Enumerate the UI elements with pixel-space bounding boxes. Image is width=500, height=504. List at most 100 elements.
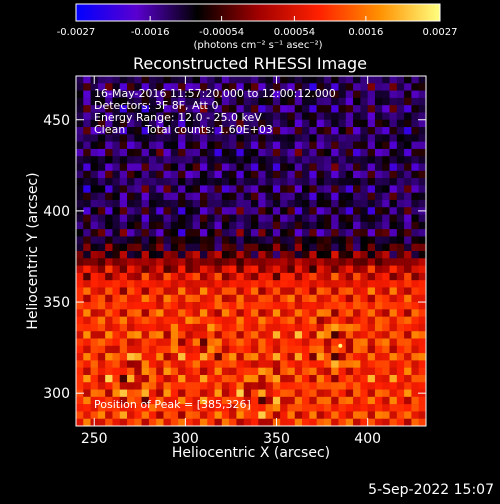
heatmap-cell xyxy=(258,323,266,332)
heatmap-cell xyxy=(396,185,405,193)
heatmap-cell xyxy=(418,163,427,172)
heatmap-cell xyxy=(258,134,266,142)
heatmap-cell xyxy=(83,156,91,164)
heatmap-cell xyxy=(280,236,288,245)
heatmap-cell xyxy=(199,221,208,230)
heatmap-cell xyxy=(353,134,361,142)
heatmap-cell xyxy=(360,97,368,106)
heatmap-cell xyxy=(251,418,259,427)
heatmap-cell xyxy=(134,345,142,354)
heatmap-cell xyxy=(360,287,368,296)
heatmap-cell xyxy=(236,119,245,128)
heatmap-cell xyxy=(353,163,361,172)
heatmap-cell xyxy=(97,112,106,121)
heatmap-cell xyxy=(374,367,383,376)
heatmap-cell xyxy=(170,229,179,237)
heatmap-cell xyxy=(127,360,135,368)
heatmap-cell xyxy=(404,418,412,427)
heatmap-cell xyxy=(192,221,201,230)
heatmap-cell xyxy=(229,316,237,325)
heatmap-cell xyxy=(404,338,412,347)
heatmap-cell xyxy=(90,185,99,193)
heatmap-cell xyxy=(119,302,128,310)
heatmap-cell xyxy=(287,396,296,405)
heatmap-cell xyxy=(97,404,106,412)
heatmap-cell xyxy=(382,418,390,427)
heatmap-cell xyxy=(214,382,223,390)
heatmap-cell xyxy=(280,382,288,390)
heatmap-cell xyxy=(134,280,142,288)
heatmap-cell xyxy=(112,243,121,252)
heatmap-cell xyxy=(105,178,113,186)
heatmap-cell xyxy=(294,163,303,172)
heatmap-cell xyxy=(258,367,266,376)
heatmap-cell xyxy=(302,127,310,135)
heatmap-cell xyxy=(411,192,420,201)
heatmap-cell xyxy=(192,90,201,99)
heatmap-cell xyxy=(207,294,215,303)
heatmap-cell xyxy=(331,141,339,150)
heatmap-cell xyxy=(141,221,150,230)
heatmap-cell xyxy=(374,345,383,354)
heatmap-cell xyxy=(382,302,390,310)
heatmap-cell xyxy=(353,251,361,259)
heatmap-cell xyxy=(185,338,193,347)
heatmap-cell xyxy=(367,97,376,106)
heatmap-cell xyxy=(243,83,252,91)
heatmap-cell xyxy=(134,287,142,296)
heatmap-cell xyxy=(353,207,361,215)
heatmap-cell xyxy=(294,382,303,390)
heatmap-cell xyxy=(163,272,172,281)
heatmap-cell xyxy=(178,105,186,113)
heatmap-cell xyxy=(134,207,142,215)
heatmap-cell xyxy=(353,156,361,164)
heatmap-cell xyxy=(338,418,347,427)
heatmap-cell xyxy=(280,229,288,237)
heatmap-cell xyxy=(214,192,223,201)
heatmap-cell xyxy=(345,418,354,427)
heatmap-cell xyxy=(178,199,186,208)
heatmap-cell xyxy=(360,163,368,172)
heatmap-cell xyxy=(323,178,332,186)
heatmap-cell xyxy=(105,265,113,274)
heatmap-cell xyxy=(214,119,223,128)
heatmap-cell xyxy=(119,141,128,150)
heatmap-cell xyxy=(185,105,193,113)
heatmap-cell xyxy=(367,374,376,383)
heatmap-cell xyxy=(367,411,376,420)
heatmap-cell xyxy=(170,192,179,201)
heatmap-cell xyxy=(316,396,325,405)
heatmap-cell xyxy=(272,112,281,121)
heatmap-cell xyxy=(141,148,150,157)
heatmap-cell xyxy=(112,199,121,208)
heatmap-cell xyxy=(331,163,339,172)
heatmap-cell xyxy=(156,345,164,354)
heatmap-cell xyxy=(119,294,128,303)
heatmap-cell xyxy=(170,178,179,186)
heatmap-cell xyxy=(411,265,420,274)
heatmap-cell xyxy=(148,192,157,201)
heatmap-cell xyxy=(251,316,259,325)
heatmap-cell xyxy=(302,243,310,252)
heatmap-cell xyxy=(265,163,274,172)
heatmap-cell xyxy=(134,331,142,339)
heatmap-cell xyxy=(272,302,281,310)
heatmap-cell xyxy=(272,345,281,354)
heatmap-cell xyxy=(323,105,332,113)
heatmap-cell xyxy=(97,170,106,179)
heatmap-cell xyxy=(382,316,390,325)
heatmap-cell xyxy=(127,83,135,91)
heatmap-cell xyxy=(185,207,193,215)
heatmap-cell xyxy=(338,185,347,193)
heatmap-cell xyxy=(170,367,179,376)
heatmap-cell xyxy=(156,353,164,361)
heatmap-cell xyxy=(178,323,186,332)
heatmap-cell xyxy=(338,156,347,164)
heatmap-cell xyxy=(316,294,325,303)
heatmap-cell xyxy=(418,258,427,266)
heatmap-cell xyxy=(309,309,317,317)
heatmap-cell xyxy=(272,134,281,142)
heatmap-cell xyxy=(280,265,288,274)
heatmap-cell xyxy=(134,258,142,266)
heatmap-cell xyxy=(331,243,339,252)
